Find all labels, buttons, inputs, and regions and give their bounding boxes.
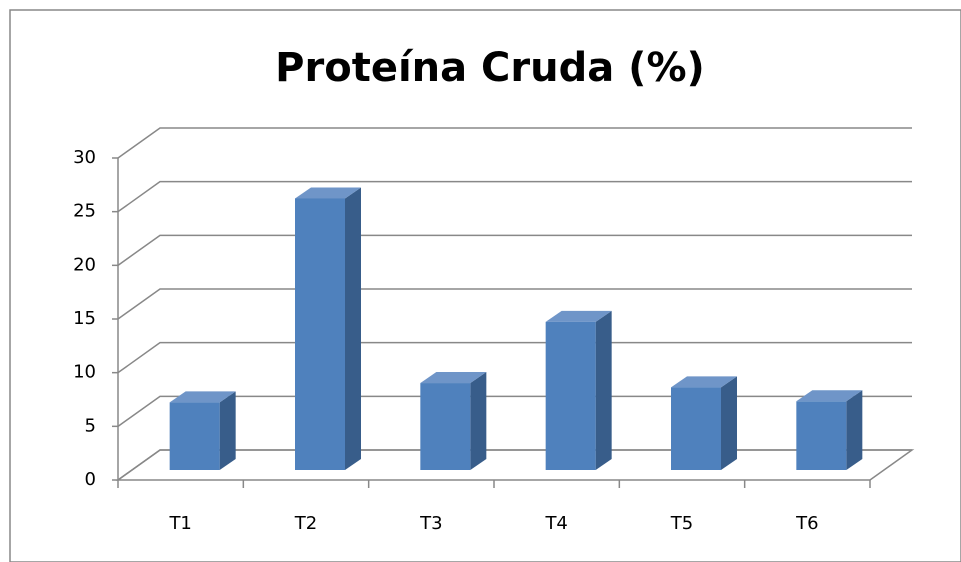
bar-top — [796, 390, 863, 402]
bar — [545, 310, 612, 470]
grid-line — [117, 341, 912, 374]
bar-top — [671, 376, 737, 388]
grid-line — [117, 449, 912, 481]
grid-line — [117, 180, 912, 213]
bar-side — [219, 391, 236, 470]
grid-line — [117, 395, 912, 427]
x-tick-label: T2 — [294, 513, 317, 534]
bar-side — [846, 390, 863, 470]
chart-frame — [9, 9, 961, 562]
y-tick-label: 25 — [73, 201, 96, 222]
chart-title: Proteína Cruda (%) — [275, 45, 705, 91]
y-tick-label: 20 — [73, 254, 96, 275]
y-tick-label: 0 — [85, 469, 96, 490]
bar-top — [169, 391, 236, 403]
bar-side — [721, 376, 737, 470]
y-tick-label: 5 — [85, 415, 96, 436]
bar-side — [470, 372, 487, 470]
bar-side — [345, 187, 361, 471]
grid-line — [117, 127, 912, 159]
bar-front — [545, 321, 596, 470]
y-tick-label: 30 — [73, 147, 96, 168]
bar — [169, 391, 236, 470]
bar-front — [169, 402, 220, 470]
bar-top — [420, 372, 487, 384]
bar — [671, 376, 737, 470]
bar-front — [295, 198, 345, 471]
bar-front — [671, 387, 721, 470]
x-tick-label: T1 — [168, 513, 191, 534]
y-tick-label: 15 — [73, 308, 96, 329]
bar — [420, 372, 487, 470]
x-tick-label: T5 — [670, 513, 693, 534]
bar-front — [420, 383, 471, 470]
bar — [796, 390, 863, 470]
bar-top — [545, 310, 612, 322]
bar-side — [595, 310, 612, 470]
grid-line — [117, 288, 912, 320]
bar-top — [295, 187, 361, 199]
x-tick-label: T3 — [419, 513, 442, 534]
bar-front — [796, 401, 847, 470]
grid-line — [117, 234, 912, 266]
y-tick-label: 10 — [73, 362, 96, 383]
bar — [295, 187, 361, 471]
x-tick-label: T6 — [795, 513, 818, 534]
x-tick-label: T4 — [544, 513, 567, 534]
